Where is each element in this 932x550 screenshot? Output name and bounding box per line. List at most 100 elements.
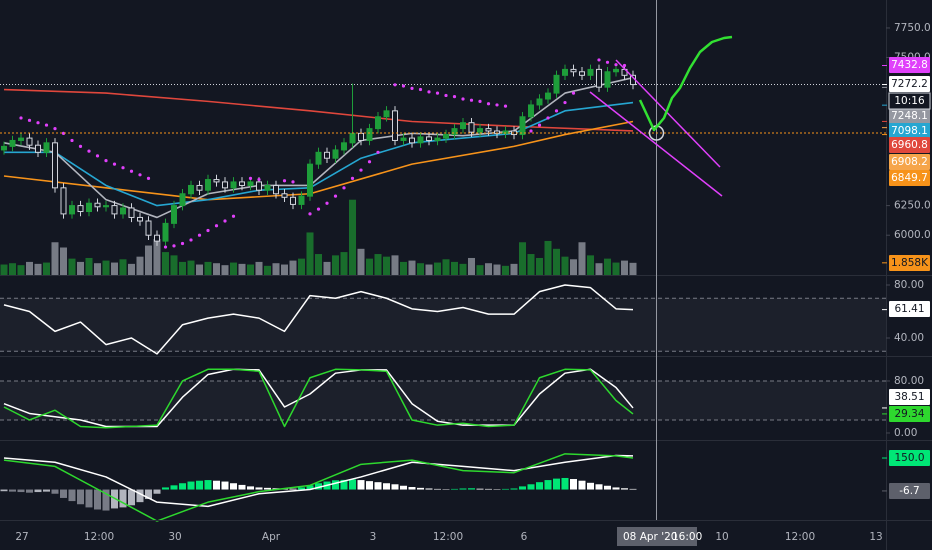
price-tag-label: 6960.8 — [891, 139, 928, 151]
macd-histogram-bar — [179, 483, 186, 490]
x-tick-label: 12:00 — [785, 531, 815, 543]
candle-body — [519, 116, 526, 136]
volume-bar — [519, 242, 526, 275]
macd-histogram-bar — [408, 487, 416, 490]
volume-bar — [204, 261, 212, 275]
volume-bar — [595, 263, 603, 275]
sar-dot — [529, 129, 533, 133]
crosshair-date: 08 Apr '20 — [623, 531, 677, 543]
candle-body — [162, 222, 169, 242]
macd-histogram-bar — [26, 489, 33, 493]
volume-bar — [434, 262, 441, 275]
volume-bar — [366, 258, 373, 275]
volume-bar — [510, 263, 518, 275]
price-tag — [889, 137, 930, 153]
sar-dot — [36, 121, 40, 125]
candle-body — [553, 74, 560, 94]
candle-body — [485, 128, 492, 132]
macd-histogram-bar — [434, 488, 441, 490]
volume-bar — [170, 255, 178, 275]
moving-average — [3, 120, 634, 201]
x-tick-label: 27 — [15, 531, 28, 543]
candle-body — [69, 205, 75, 215]
volume-bar — [77, 261, 84, 275]
volume-bar — [298, 258, 305, 275]
axis-labels: 08 Apr '20 16:00 7750.07500.06250.06000.… — [15, 22, 931, 546]
macd-histogram-bar — [417, 487, 424, 490]
volume-bar — [400, 261, 407, 275]
price-tag-label: 7098.1 — [891, 125, 928, 137]
macd-histogram-bar — [527, 484, 535, 490]
price-tag-label: 7248.1 — [891, 110, 928, 122]
sar-dot — [19, 116, 23, 120]
volume-bar — [111, 262, 118, 275]
sar-dot — [325, 201, 329, 205]
volume-bar — [527, 254, 535, 275]
macd-histogram-bar — [383, 483, 390, 490]
volume-bar — [68, 258, 76, 275]
volume-bar — [621, 260, 628, 275]
macd-histogram-bar — [221, 481, 229, 490]
candle-body — [111, 205, 118, 215]
volume-bar — [340, 252, 348, 275]
candle-body — [264, 184, 271, 191]
macd-histogram-bar — [196, 480, 203, 490]
candle-body — [60, 187, 67, 215]
candle-body — [587, 68, 594, 76]
volume-bar — [604, 258, 611, 275]
candle-body — [315, 151, 322, 165]
candle-body — [468, 122, 475, 133]
sar-dot — [367, 160, 372, 164]
sar-dot — [503, 104, 508, 108]
sar-dot — [376, 150, 380, 154]
macd-histogram-bar — [400, 485, 407, 490]
volume-bar — [442, 259, 450, 275]
macd-histogram-bar — [544, 480, 552, 490]
candle-body — [196, 184, 203, 191]
x-tick-label: 3 — [370, 531, 377, 543]
macd-histogram-bar — [315, 483, 322, 490]
candle-body — [307, 163, 313, 197]
candle-body — [290, 196, 296, 205]
rsi-line — [3, 284, 634, 355]
candle-body — [171, 205, 177, 224]
x-tick-label: Apr — [262, 531, 281, 543]
sar-dot — [571, 91, 576, 95]
volume-bar — [629, 262, 637, 275]
crosshair-time: 16:00 — [672, 531, 702, 543]
sar-dot — [486, 102, 491, 106]
sar-dot — [248, 176, 253, 180]
sar-dot — [189, 238, 193, 242]
macd-histogram-bar — [264, 487, 271, 490]
candle-body — [94, 202, 101, 208]
macd-histogram-bar — [621, 488, 628, 490]
candle-body — [26, 137, 33, 146]
sar-dot — [478, 99, 482, 103]
stoch-line — [3, 368, 634, 428]
sar-dot — [138, 173, 142, 177]
volume-bar — [247, 264, 254, 275]
sar-dot — [435, 91, 440, 95]
price-tag — [889, 108, 930, 124]
price-tag — [889, 255, 930, 271]
macd-histogram-bar — [553, 478, 560, 490]
volume-bar — [85, 257, 93, 275]
volume-bar — [374, 254, 382, 275]
candle-body — [383, 110, 390, 118]
sar-dot — [333, 194, 338, 198]
sar-dot — [70, 138, 74, 143]
volume-bar — [502, 265, 509, 275]
stoch-line — [3, 368, 634, 429]
sar-dot — [401, 84, 406, 88]
macd-histogram-bar — [587, 482, 594, 490]
sar-dot — [393, 83, 397, 87]
candle-body — [77, 205, 84, 213]
volume-bar — [34, 263, 42, 275]
macd-histogram-bar — [536, 482, 543, 490]
macd-histogram-bar — [51, 489, 59, 494]
volume-bar — [306, 232, 314, 275]
macd-histogram-bar — [570, 479, 577, 490]
macd-histogram-bar — [9, 489, 16, 492]
macd-histogram-bar — [187, 481, 195, 490]
volume-bar — [145, 245, 152, 275]
